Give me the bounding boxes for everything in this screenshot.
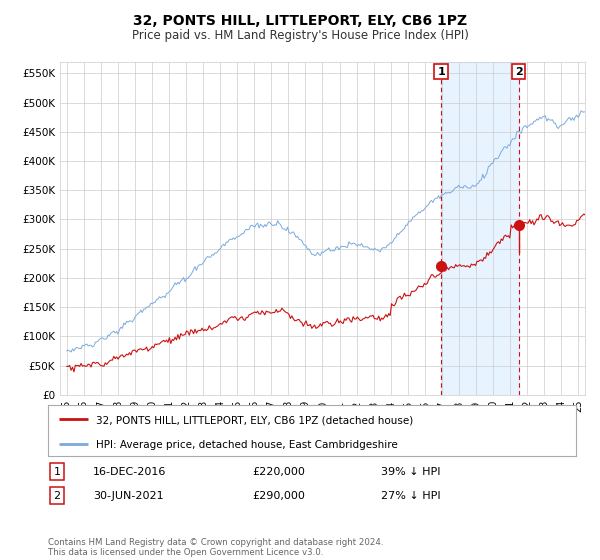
Text: Price paid vs. HM Land Registry's House Price Index (HPI): Price paid vs. HM Land Registry's House … <box>131 29 469 42</box>
Text: 39% ↓ HPI: 39% ↓ HPI <box>381 466 440 477</box>
Text: £290,000: £290,000 <box>252 491 305 501</box>
Text: 32, PONTS HILL, LITTLEPORT, ELY, CB6 1PZ: 32, PONTS HILL, LITTLEPORT, ELY, CB6 1PZ <box>133 14 467 28</box>
Text: 2: 2 <box>53 491 61 501</box>
Text: 16-DEC-2016: 16-DEC-2016 <box>93 466 166 477</box>
Text: 27% ↓ HPI: 27% ↓ HPI <box>381 491 440 501</box>
Text: Contains HM Land Registry data © Crown copyright and database right 2024.
This d: Contains HM Land Registry data © Crown c… <box>48 538 383 557</box>
Text: 1: 1 <box>53 466 61 477</box>
Bar <box>441 62 518 395</box>
Text: 30-JUN-2021: 30-JUN-2021 <box>93 491 164 501</box>
Text: 2: 2 <box>515 67 523 77</box>
Text: 1: 1 <box>437 67 445 77</box>
Text: 32, PONTS HILL, LITTLEPORT, ELY, CB6 1PZ (detached house): 32, PONTS HILL, LITTLEPORT, ELY, CB6 1PZ… <box>95 416 413 426</box>
Text: HPI: Average price, detached house, East Cambridgeshire: HPI: Average price, detached house, East… <box>95 440 397 450</box>
Text: £220,000: £220,000 <box>252 466 305 477</box>
